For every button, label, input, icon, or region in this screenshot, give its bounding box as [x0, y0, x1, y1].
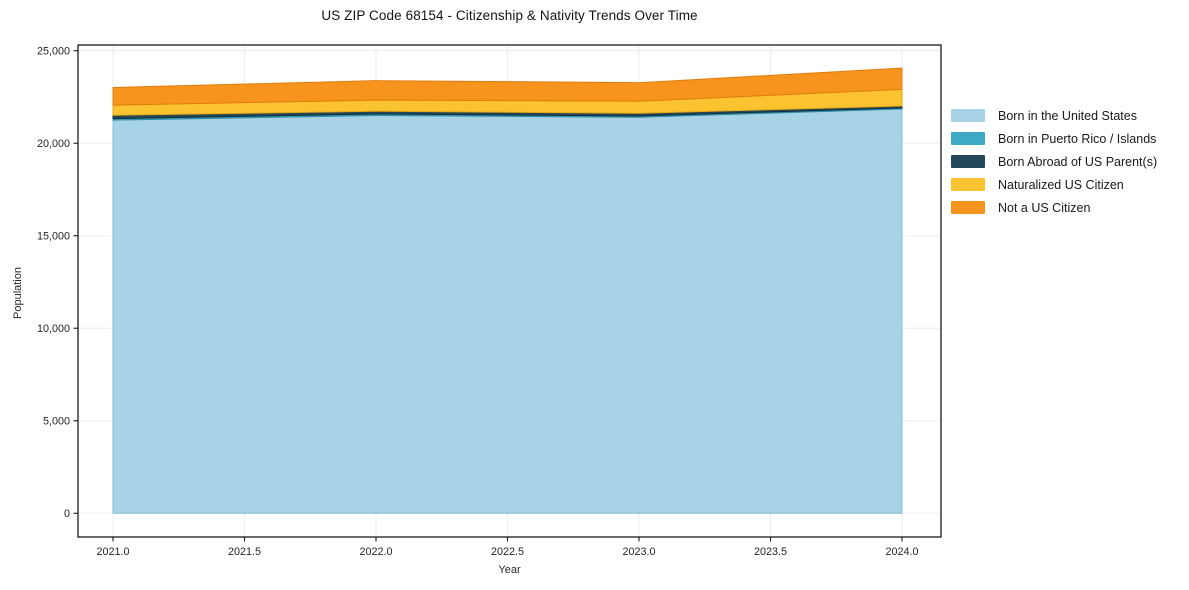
- legend-item-4: Not a US Citizen: [951, 196, 1157, 219]
- y-tick-label: 25,000: [37, 45, 70, 57]
- legend-label: Not a US Citizen: [998, 200, 1091, 215]
- y-tick-label: 20,000: [37, 138, 70, 150]
- y-tick-label: 15,000: [37, 230, 70, 242]
- legend-label: Born Abroad of US Parent(s): [998, 154, 1158, 169]
- x-tick-label: 2021.5: [228, 546, 261, 558]
- legend-swatch-icon: [951, 178, 985, 191]
- x-tick-label: 2024.0: [885, 546, 918, 558]
- x-axis-label: Year: [498, 564, 521, 576]
- legend-swatch-icon: [951, 109, 985, 122]
- y-axis-label: Population: [12, 267, 24, 319]
- legend: Born in the United States Born in Puerto …: [951, 104, 1157, 219]
- legend-swatch-icon: [951, 155, 985, 168]
- area-series-0: [112, 108, 903, 514]
- y-tick-label: 10,000: [37, 323, 70, 335]
- legend-label: Born in Puerto Rico / Islands: [998, 131, 1157, 146]
- area-series-4: [112, 67, 903, 106]
- x-tick-label: 2023.5: [754, 546, 787, 558]
- legend-item-0: Born in the United States: [951, 104, 1157, 127]
- x-tick-label: 2022.0: [359, 546, 392, 558]
- legend-item-3: Naturalized US Citizen: [951, 173, 1157, 196]
- legend-item-1: Born in Puerto Rico / Islands: [951, 127, 1157, 150]
- y-tick-label: 0: [64, 508, 70, 520]
- legend-swatch-icon: [951, 201, 985, 214]
- chart-title: US ZIP Code 68154 - Citizenship & Nativi…: [321, 8, 698, 23]
- legend-swatch-icon: [951, 132, 985, 145]
- x-tick-label: 2021.0: [96, 546, 129, 558]
- y-tick-label: 5,000: [43, 415, 70, 427]
- legend-label: Born in the United States: [998, 108, 1137, 123]
- x-tick-label: 2023.0: [622, 546, 655, 558]
- axes-spines: [77, 44, 942, 538]
- legend-item-2: Born Abroad of US Parent(s): [951, 150, 1157, 173]
- x-tick-label: 2022.5: [491, 546, 524, 558]
- legend-label: Naturalized US Citizen: [998, 177, 1124, 192]
